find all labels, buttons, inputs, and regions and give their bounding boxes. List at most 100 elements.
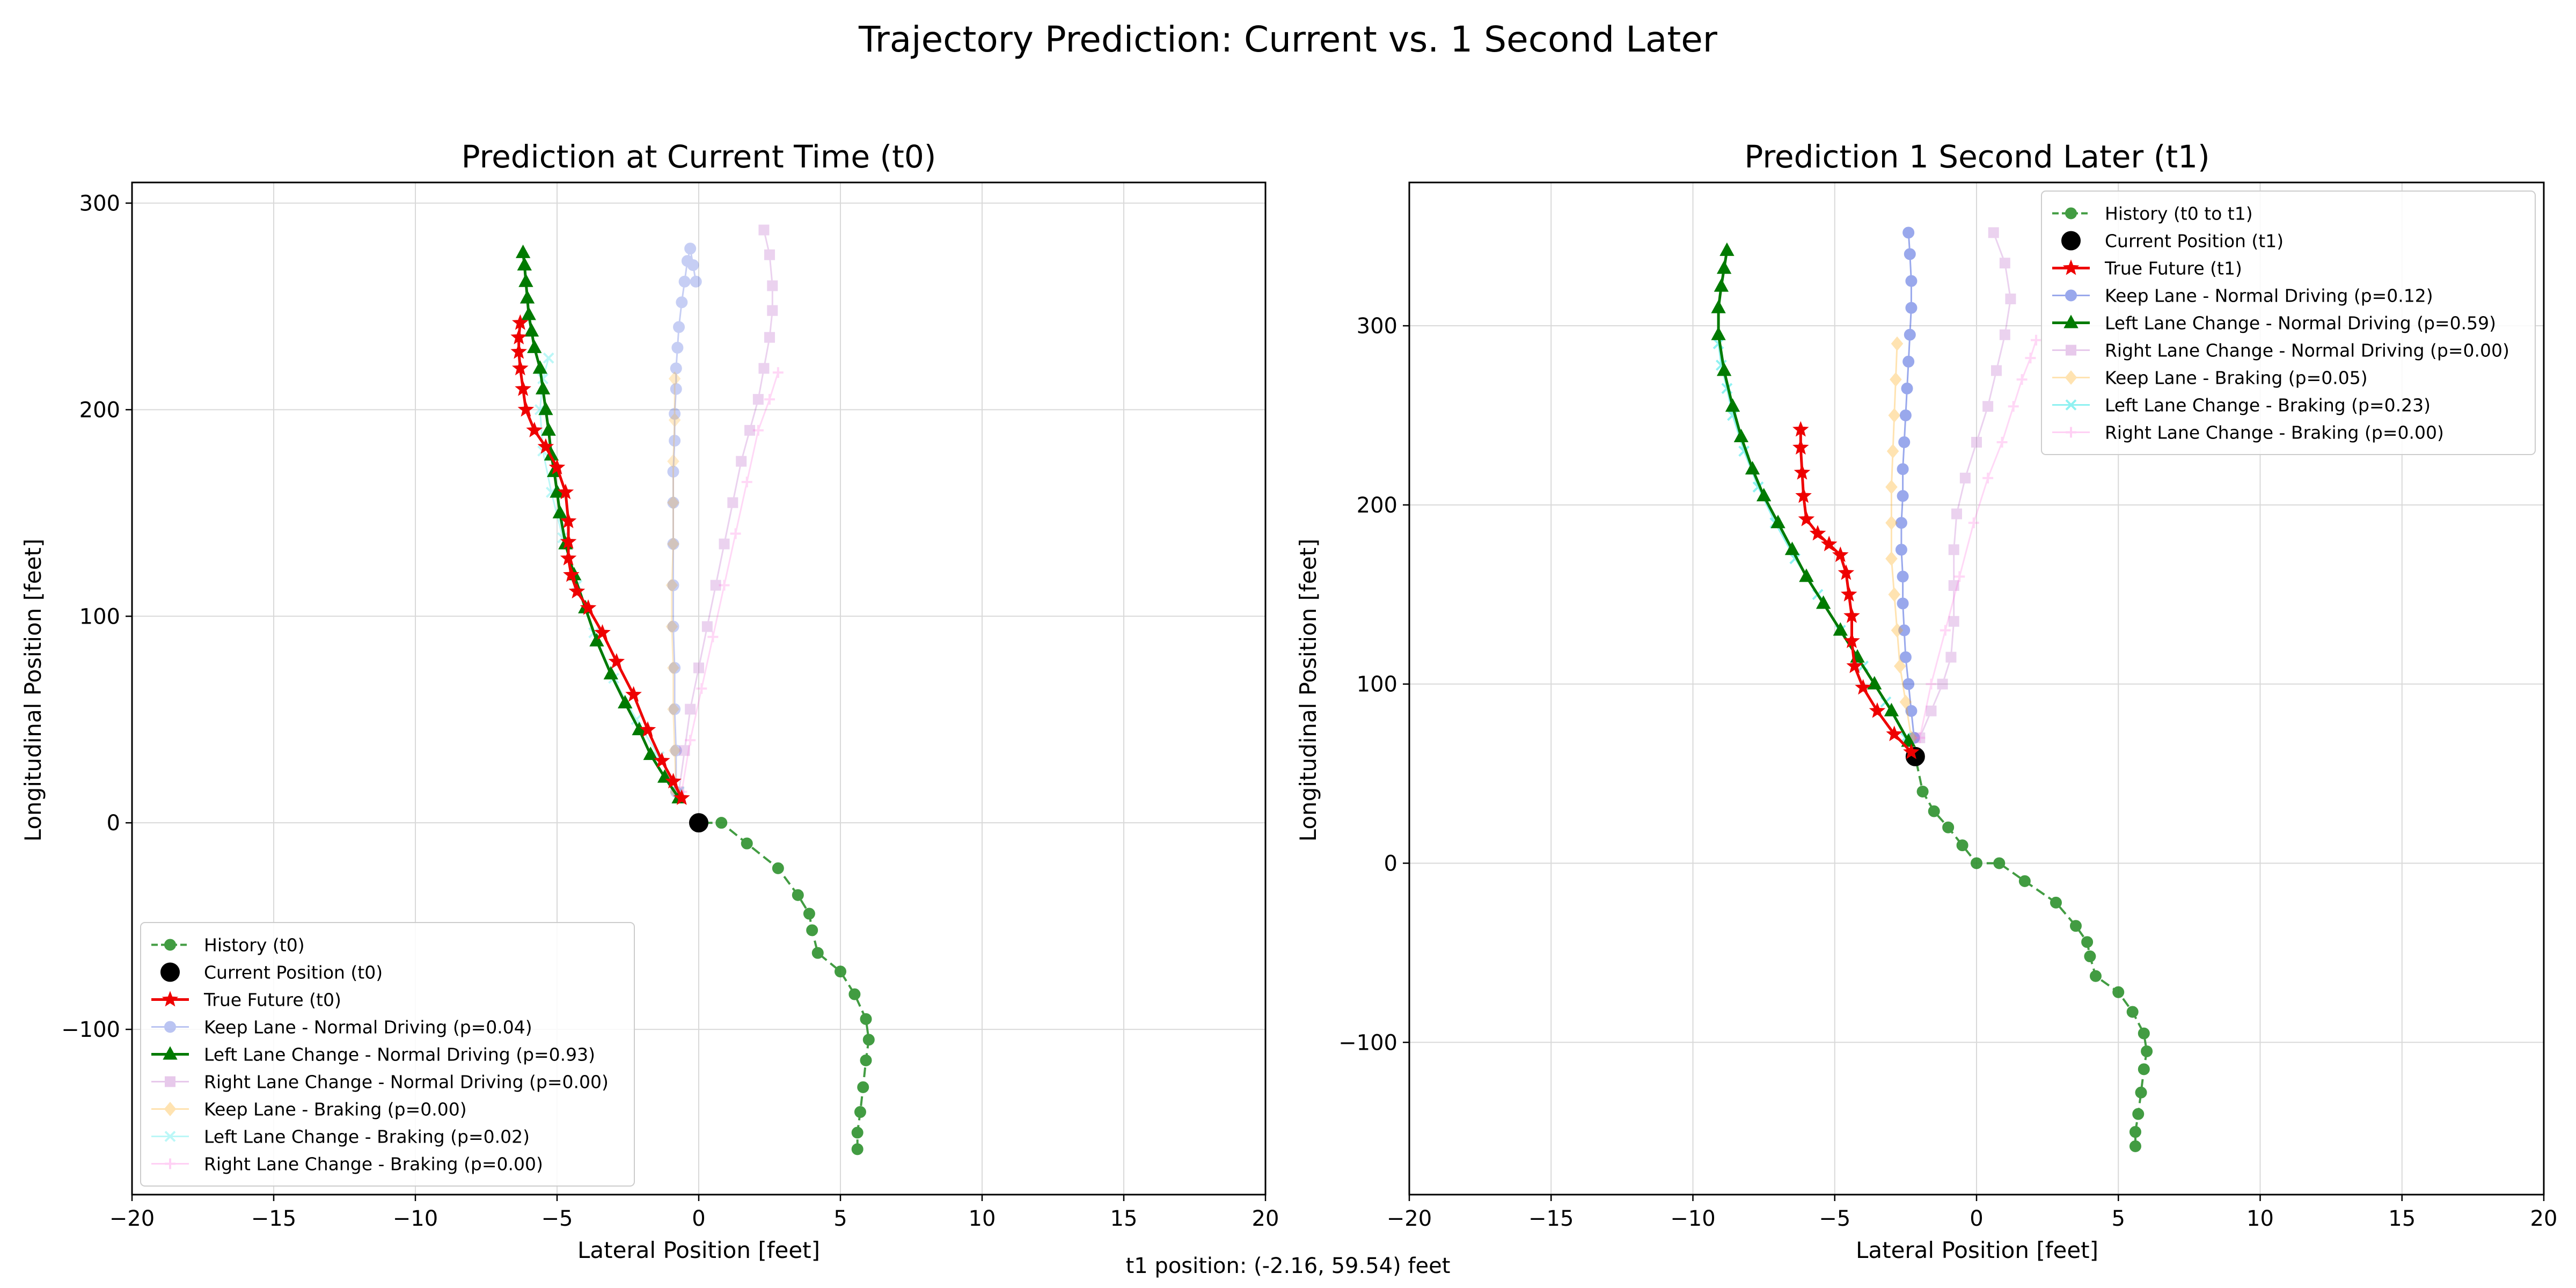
panel-1-series-keep-lane-normal-driving-p-0-12-point: [1898, 624, 1911, 636]
panel-0-series-keep-lane-normal-driving-p-0-04-point: [667, 538, 679, 550]
panel-1-series-right-lane-change-normal-driving-p-0-00-line: [1919, 232, 2011, 738]
panel-0-series-left-lane-change-normal-driving-p-0-93-point: [538, 401, 553, 415]
panel-1-series-left-lane-change-normal-driving-p-0-59-point: [1711, 326, 1726, 340]
panel-1-series-history-t0-to-t1-point: [1916, 785, 1929, 797]
panel-0-series-true-future-t0-point: [511, 360, 529, 376]
panel-1-series-left-lane-change-braking-p-0-23: [1713, 338, 1912, 744]
panel-0-series-right-lane-change-normal-driving-p-0-00-point: [764, 332, 775, 343]
panel-1-series-history-t0-to-t1-point: [2018, 875, 2031, 887]
panel-1-series-left-lane-change-normal-driving-p-0-59-point: [1799, 568, 1814, 582]
panel-0-series-keep-lane-normal-driving-p-0-04-point: [669, 435, 681, 447]
panel-0-series-right-lane-change-normal-driving-p-0-00-point: [719, 538, 730, 550]
panel-1-series-right-lane-change-braking-p-0-00-point: [1914, 732, 1926, 743]
panel-0-series-left-lane-change-normal-driving-p-0-93-point: [541, 422, 556, 436]
panel-0-series-keep-lane-normal-driving-p-0-04-point: [681, 255, 693, 267]
panel-0-series-keep-lane-normal-driving-p-0-04-point: [669, 662, 681, 674]
panel-t0-plot-area: −20 −15 −10 −5 0 5 10 15 20 −100 0 100 200 300: [61, 181, 1279, 1231]
panel-0-series-right-lane-change-normal-driving-p-0-00-line: [678, 230, 773, 792]
panel-0-series-history-t0-point: [854, 1106, 866, 1118]
panel-0-series-true-future-t0-point: [510, 328, 527, 345]
panel-1-series-history-t0-to-t1-point: [2069, 920, 2082, 932]
panel-1-legend-entry-right-lane-change-braking-p-0-00-swatch: [2052, 427, 2090, 438]
panel-1-legend-entry-left-lane-change-braking-p-0-23-label: Left Lane Change - Braking (p=0.23): [2105, 395, 2431, 416]
panel-0-legend-entry-keep-lane-braking-p-0-00-swatch-marker: [164, 1101, 177, 1117]
panel-0-series-keep-lane-normal-driving-p-0-04-line: [672, 247, 697, 792]
panel-1-series-keep-lane-braking-p-0-05-point: [1890, 372, 1902, 387]
panel-1-series-keep-lane-normal-driving-p-0-12-point: [1902, 226, 1915, 239]
panel-1-series-right-lane-change-normal-driving-p-0-00-point: [1948, 616, 1959, 627]
panel-0-series-history-t0: [693, 817, 875, 1155]
panel-1-series-keep-lane-normal-driving-p-0-12-point: [1901, 382, 1913, 394]
panel-1-series-history-t0-to-t1-point: [2129, 1126, 2141, 1138]
panel-1-series-left-lane-change-normal-driving-p-0-59-point: [1711, 299, 1726, 313]
panel-0-series-history-t0-point: [772, 862, 784, 874]
panel-1-series-true-future-t1-point: [1820, 536, 1838, 552]
panel-1-xtick-label: −20: [1387, 1206, 1432, 1231]
panel-1-series-true-future-t1-point: [1832, 546, 1849, 562]
panel-0-series-keep-lane-braking-p-0-00-point: [667, 660, 679, 676]
panel-0-legend-entry-left-lane-change-normal-driving-p-0-93-label: Left Lane Change - Normal Driving (p=0.9…: [204, 1044, 595, 1065]
panel-0-legend-entry-left-lane-change-normal-driving-p-0-93: Left Lane Change - Normal Driving (p=0.9…: [151, 1044, 595, 1065]
panel-1-series-right-lane-change-normal-driving-p-0-00-point: [1937, 678, 1948, 690]
panel-1-series-keep-lane-normal-driving-p-0-12-point: [1899, 409, 1912, 421]
panel-1-series-keep-lane-braking-p-0-05-point: [1885, 479, 1898, 495]
panel-1-series-right-lane-change-normal-driving-p-0-00-point: [1982, 401, 1994, 412]
panel-1-xtick-label: −10: [1670, 1206, 1715, 1231]
panel-0-legend-entry-current-position-t0-label: Current Position (t0): [204, 962, 383, 983]
panel-0-series-right-lane-change-braking-p-0-00: [676, 367, 784, 797]
panel-1-series-keep-lane-normal-driving-p-0-12-point: [1897, 597, 1909, 610]
panel-0-series-left-lane-change-normal-driving-p-0-93-line: [522, 252, 680, 799]
panel-1-series-history-t0-to-t1-point: [2135, 1086, 2147, 1099]
panel-0-series-history-t0-line: [699, 822, 870, 1150]
panel-0-xtick-label: −10: [393, 1206, 438, 1231]
panel-1-series-left-lane-change-normal-driving-p-0-59-point: [1884, 702, 1899, 716]
panel-0-series-true-future-t0-point: [537, 438, 554, 454]
panel-0-series-keep-lane-braking-p-0-00-line: [671, 378, 677, 792]
panel-1-series-history-t0-to-t1-point: [1993, 857, 2006, 869]
panel-1-series-history-t0-to-t1-point: [2050, 896, 2062, 909]
panel-1-series-left-lane-change-normal-driving-p-0-59-point: [1784, 541, 1800, 555]
panel-t0: Prediction at Current Time (t0) −20 −15 −1…: [20, 138, 1279, 1263]
panel-0-series-keep-lane-normal-driving-p-0-04-point: [678, 275, 691, 288]
panel-0-series-current-position-t0: [689, 813, 708, 833]
panel-1-series-true-future-t1-point: [1846, 657, 1863, 674]
panel-0-series-right-lane-change-normal-driving-p-0-00-point: [758, 363, 770, 374]
panel-0-legend-entry-current-position-t0-swatch: [160, 962, 180, 982]
panel-0-series-true-future-t0-point: [510, 343, 527, 359]
panel-1-series-keep-lane-normal-driving-p-0-12: [1895, 226, 1920, 744]
panel-1-series-true-future-t1-point: [1869, 702, 1886, 718]
panel-1-series-keep-lane-normal-driving-p-0-12-point: [1902, 355, 1915, 368]
panel-0-legend-entry-true-future-t0: True Future (t0): [151, 990, 341, 1011]
panel-1-series-true-future-t1-point: [1838, 564, 1855, 580]
panel-0-series-left-lane-change-normal-driving-p-0-93-point: [518, 273, 533, 287]
panel-0-series-right-lane-change-normal-driving-p-0-00-point: [736, 456, 747, 467]
panel-0-series-left-lane-change-braking-p-0-02-point: [543, 352, 554, 364]
panel-1-series-true-future-t1-point: [1903, 743, 1920, 759]
panel-0-series-keep-lane-normal-driving-p-0-04-point: [671, 341, 684, 354]
panel-0-series-history-t0-point: [806, 924, 818, 936]
panel-1-xtick-label: −15: [1528, 1206, 1574, 1231]
panel-1-legend-entry-keep-lane-normal-driving-p-0-12-swatch: [2052, 289, 2090, 302]
panel-0-legend-entry-current-position-t0-swatch-marker: [160, 962, 180, 982]
panel-0-series-keep-lane-normal-driving-p-0-04-point: [673, 321, 685, 333]
panel-1-series-right-lane-change-braking-p-0-00-point: [1996, 437, 2008, 448]
panel-0-series-true-future-t0-point: [511, 314, 529, 330]
panel-1-series-keep-lane-normal-driving-p-0-12-point: [1895, 517, 1907, 529]
panel-0-series-keep-lane-braking-p-0-00-point: [665, 619, 678, 634]
panel-0-xtick-label: 10: [969, 1206, 996, 1231]
panel-0-series-keep-lane-normal-driving-p-0-04-point: [670, 383, 682, 395]
panel-0-legend-entry-history-t0-swatch-marker: [164, 939, 176, 951]
panel-0-ytick-label: 0: [107, 811, 120, 836]
panel-0-series-left-lane-change-normal-driving-p-0-93-point: [535, 380, 551, 394]
panel-1-series-right-lane-change-braking-p-0-00-point: [2030, 334, 2041, 346]
panel-0-legend-entry-true-future-t0-swatch: [151, 991, 189, 1007]
panel-1-series-history-t0-to-t1-point: [1942, 821, 1955, 833]
panel-0-series-left-lane-change-normal-driving-p-0-93-point: [519, 290, 535, 304]
panel-0-series-history-t0-point: [851, 1143, 863, 1155]
panel-1-series-right-lane-change-braking-p-0-00-point: [1954, 571, 1965, 582]
panel-1-series-history-t0-to-t1-point: [2138, 1063, 2150, 1075]
panel-t1-xlabel: Lateral Position [feet]: [1856, 1237, 2098, 1263]
panel-1-series-keep-lane-braking-p-0-05-point: [1894, 658, 1906, 674]
panel-1-legend-entry-history-t0-to-t1-label: History (t0 to t1): [2105, 203, 2253, 224]
